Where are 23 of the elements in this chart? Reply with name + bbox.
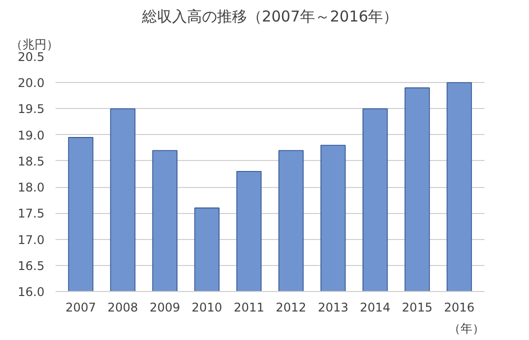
x-tick-label: 2007	[65, 300, 96, 314]
y-tick-label: 19.5	[18, 102, 44, 116]
y-tick-label: 16.0	[18, 285, 44, 299]
y-tick-label: 16.5	[18, 258, 44, 273]
x-tick-label: 2010	[192, 300, 222, 314]
y-tick-label: 17.0	[18, 232, 44, 247]
y-axis-title: （兆円）	[10, 38, 58, 52]
y-tick-label: 18.5	[18, 154, 44, 168]
y-tick-label: 17.5	[18, 206, 44, 221]
y-tick-label: 18.0	[18, 180, 44, 195]
x-tick-label: 2015	[402, 300, 432, 314]
x-tick-label: 2011	[234, 300, 264, 314]
x-axis-title: （年）	[448, 322, 484, 336]
x-tick-label: 2013	[318, 300, 348, 314]
x-tick-label: 2009	[150, 300, 180, 314]
x-tick-label: 2014	[360, 300, 390, 314]
chart-title: 総収入高の推移（2007年～2016年）	[140, 8, 398, 26]
x-tick-label: 2016	[444, 300, 475, 314]
y-tick-label: 19.0	[18, 128, 44, 142]
y-tick-label: 20.5	[18, 50, 44, 64]
x-tick-label: 2008	[108, 300, 138, 314]
y-tick-label: 20.0	[18, 76, 44, 90]
x-tick-label: 2012	[276, 300, 306, 314]
